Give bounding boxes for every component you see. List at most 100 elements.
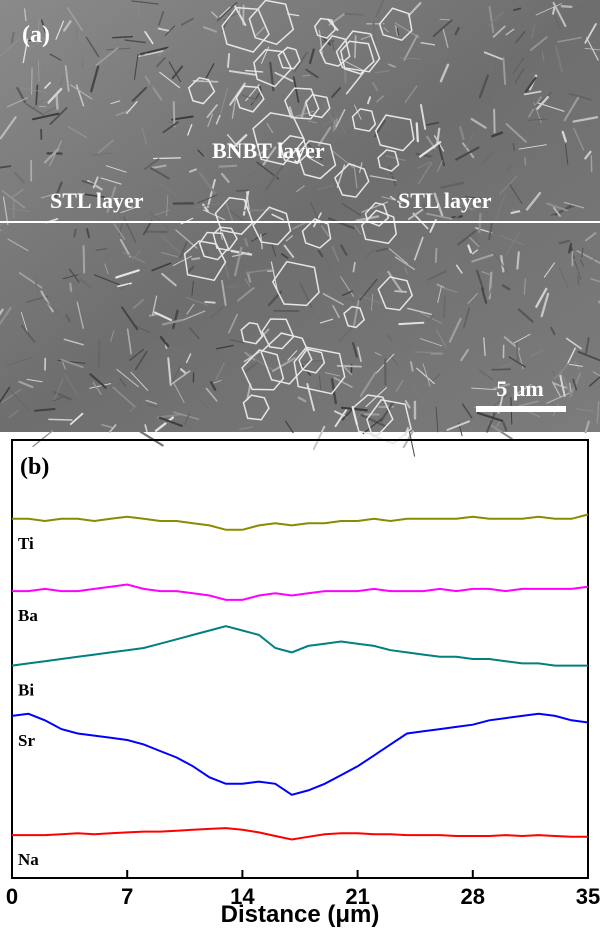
texture-stroke (149, 211, 170, 230)
texture-stroke (529, 349, 544, 358)
texture-stroke (524, 76, 537, 93)
grain (351, 108, 377, 132)
texture-stroke (516, 251, 520, 270)
texture-stroke (166, 194, 169, 217)
texture-stroke (386, 334, 393, 342)
texture-stroke (237, 287, 255, 302)
texture-stroke (8, 409, 20, 419)
texture-stroke (129, 404, 137, 413)
texture-stroke (422, 363, 431, 388)
texture-stroke (224, 264, 229, 279)
texture-stroke (67, 125, 88, 139)
texture-stroke (463, 307, 470, 328)
texture-stroke (387, 270, 403, 293)
texture-stroke (340, 406, 368, 412)
sem-texture (0, 0, 600, 457)
texture-stroke (404, 267, 408, 275)
texture-stroke (23, 39, 38, 42)
texture-stroke (172, 100, 176, 128)
texture-stroke (285, 420, 294, 434)
texture-stroke (558, 239, 571, 245)
texture-stroke (541, 51, 545, 62)
texture-stroke (332, 304, 340, 319)
texture-stroke (191, 280, 194, 296)
texture-stroke (218, 164, 238, 168)
texture-stroke (144, 31, 154, 45)
texture-stroke (131, 250, 141, 262)
texture-stroke (584, 150, 592, 160)
grain (343, 305, 366, 329)
texture-stroke (440, 181, 465, 189)
texture-stroke (0, 116, 17, 140)
texture-stroke (410, 361, 414, 372)
texture-stroke (188, 327, 200, 340)
texture-stroke (367, 96, 372, 105)
texture-stroke (299, 282, 313, 309)
texture-stroke (487, 11, 504, 27)
texture-stroke (400, 344, 413, 351)
grain (313, 17, 337, 40)
texture-stroke (100, 177, 122, 185)
texture-stroke (292, 221, 308, 230)
texture-stroke (215, 114, 221, 125)
texture-stroke (25, 103, 45, 116)
texture-stroke (486, 54, 496, 83)
texture-stroke (433, 192, 444, 217)
series-label: Ba (18, 606, 38, 625)
texture-stroke (156, 413, 183, 419)
texture-stroke (567, 363, 583, 367)
texture-stroke (305, 68, 319, 79)
texture-stroke (40, 290, 54, 313)
texture-stroke (560, 5, 573, 9)
texture-stroke (438, 252, 461, 270)
grain (335, 30, 381, 73)
texture-stroke (334, 118, 338, 130)
texture-stroke (483, 51, 503, 60)
texture-stroke (530, 24, 536, 39)
texture-stroke (417, 162, 433, 185)
texture-stroke (157, 47, 171, 57)
texture-stroke (531, 93, 535, 121)
texture-stroke (535, 287, 548, 308)
texture-stroke (353, 35, 357, 59)
texture-stroke (131, 86, 148, 102)
texture-stroke (496, 420, 501, 427)
texture-stroke (318, 29, 324, 56)
series-label: Sr (18, 731, 35, 750)
texture-stroke (7, 238, 29, 252)
texture-stroke (86, 228, 90, 239)
texture-stroke (90, 65, 100, 93)
texture-stroke (352, 261, 356, 273)
texture-stroke (62, 274, 79, 280)
texture-stroke (564, 144, 569, 165)
texture-stroke (204, 249, 210, 259)
texture-stroke (79, 277, 93, 289)
texture-stroke (385, 155, 406, 162)
texture-stroke (412, 212, 429, 230)
texture-stroke (76, 301, 85, 329)
texture-stroke (407, 208, 424, 221)
texture-stroke (363, 248, 376, 259)
texture-stroke (108, 424, 117, 433)
texture-stroke (459, 125, 465, 141)
texture-stroke (141, 127, 148, 145)
texture-stroke (0, 165, 12, 169)
texture-stroke (434, 247, 438, 264)
texture-stroke (144, 424, 148, 433)
texture-stroke (74, 25, 78, 40)
texture-stroke (426, 314, 435, 322)
texture-stroke (205, 387, 218, 402)
texture-stroke (75, 84, 85, 107)
texture-stroke (219, 6, 231, 18)
layer-label: BNBT layer (212, 138, 325, 163)
texture-stroke (10, 31, 15, 44)
texture-stroke (354, 225, 362, 235)
texture-stroke (455, 146, 480, 161)
plot-frame (11, 439, 589, 879)
texture-stroke (41, 19, 47, 34)
texture-stroke (331, 246, 340, 262)
grain (377, 276, 414, 311)
grain (301, 218, 332, 249)
texture-stroke (113, 223, 126, 241)
